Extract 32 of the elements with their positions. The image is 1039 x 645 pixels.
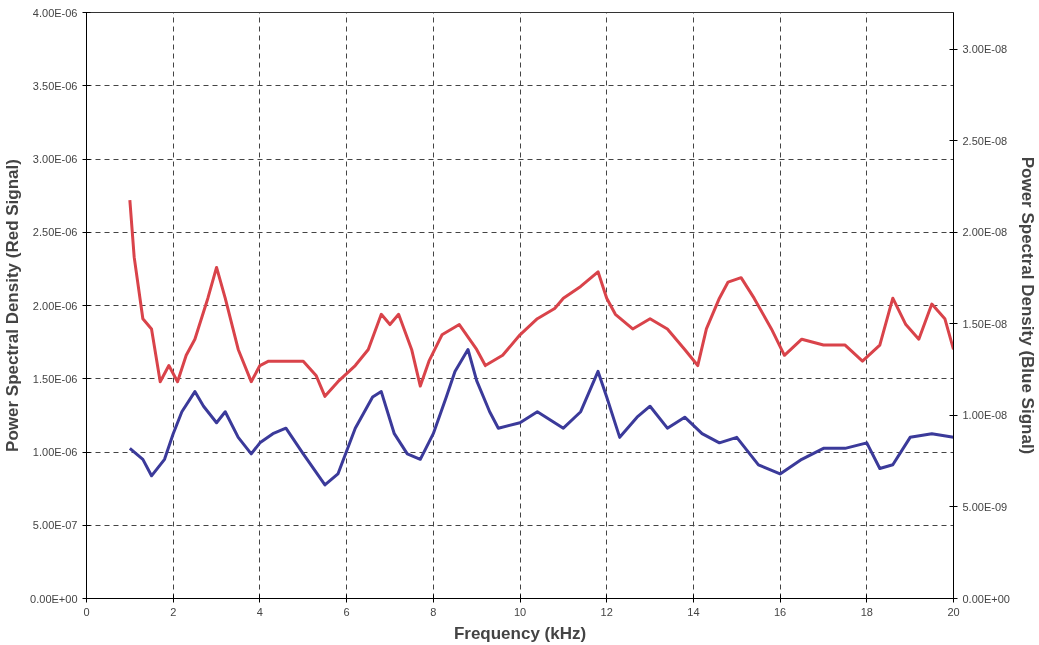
line-series [128,198,954,398]
x-tick-label: 14 [687,605,700,618]
x-tick-label: 18 [860,605,873,618]
line-series [128,347,954,487]
y2-tick-label: 5.00E-09 [962,500,1008,513]
y2-tick-label: 1.00E-08 [962,409,1008,422]
y2-axis-title: Power Spectral Density (Blue Signal) [1017,156,1037,455]
y2-tick-label: 1.50E-08 [962,317,1008,330]
y-tick-label: 0.00E+00 [30,592,78,605]
y-tick-label: 3.50E-06 [32,79,78,92]
x-tick-label: 4 [256,605,263,618]
y-tick-label: 5.00E-07 [32,519,78,532]
y2-tick-label: 2.50E-08 [962,134,1008,147]
x-axis-title: Frequency (kHz) [453,623,587,643]
x-tick-label: 12 [600,605,613,618]
y-tick-label: 3.00E-06 [32,153,78,165]
y-tick-label: 2.50E-06 [32,226,78,239]
x-tick-label: 0 [83,605,90,618]
y-tick-label: 4.00E-06 [32,6,78,19]
y-tick-label: 1.00E-06 [32,446,78,458]
y-axis-title: Power Spectral Density (Red Signal) [3,159,23,452]
y-tick-label: 2.00E-06 [32,299,78,312]
y2-tick-label: 2.00E-08 [962,226,1008,239]
x-tick-label: 20 [947,605,960,618]
y2-tick-label: 3.00E-08 [962,43,1008,56]
x-tick-label: 10 [513,605,527,618]
y-tick-label: 1.50E-06 [32,372,78,385]
y2-tick-label: 0.00E+00 [962,592,1010,605]
x-tick-label: 16 [773,605,787,618]
x-tick-label: 2 [170,605,177,618]
x-tick-label: 8 [430,605,437,618]
x-tick-label: 6 [343,605,350,618]
